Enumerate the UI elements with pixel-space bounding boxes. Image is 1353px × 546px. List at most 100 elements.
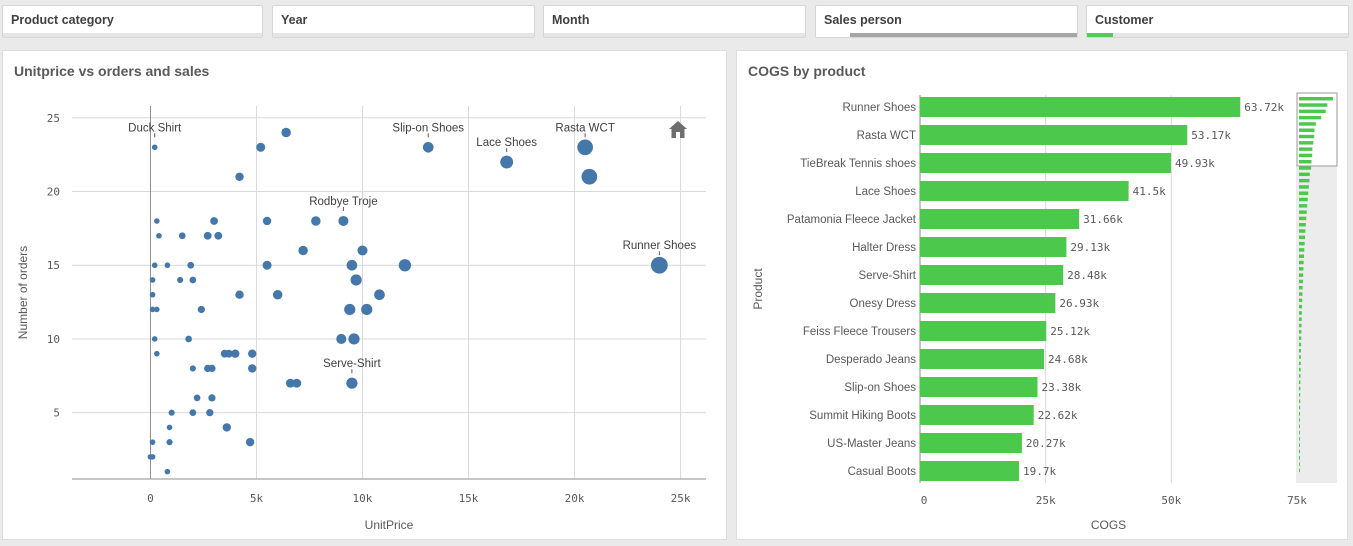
scatter-point bbox=[348, 333, 360, 345]
category-label: Patamonia Fleece Jacket bbox=[787, 214, 917, 226]
category-label: Lace Shoes bbox=[855, 186, 916, 198]
minichart-bar bbox=[1299, 317, 1302, 321]
bar-panel: COGS by product 0 25k 50k 75k Runner Shoes 63… bbox=[736, 50, 1348, 540]
y-axis-title: Product bbox=[751, 268, 765, 310]
scatter-point bbox=[285, 378, 295, 388]
filter-label: Year bbox=[281, 13, 308, 27]
minichart-bar bbox=[1299, 336, 1302, 340]
scatter-panel: Unitprice vs orders and sales 5 10 15 20 25 0… bbox=[2, 50, 727, 540]
minichart-bar bbox=[1299, 399, 1301, 403]
scatter-point bbox=[214, 231, 223, 240]
minichart-bar bbox=[1299, 103, 1328, 107]
scatter-point bbox=[422, 141, 434, 153]
annotation-label: Rasta WCT bbox=[555, 122, 614, 134]
filter-year[interactable]: Year bbox=[272, 5, 535, 38]
filter-fill bbox=[1087, 33, 1114, 37]
filter-track bbox=[850, 33, 1077, 37]
scatter-point bbox=[262, 216, 272, 226]
filter-month[interactable]: Month bbox=[543, 5, 806, 38]
filter-customer[interactable]: Customer bbox=[1086, 5, 1349, 38]
minichart-bar bbox=[1299, 260, 1304, 265]
scatter-point bbox=[147, 454, 154, 460]
minichart-bar bbox=[1299, 160, 1312, 164]
scatter-point bbox=[581, 168, 598, 185]
scatter-point bbox=[336, 333, 347, 344]
scatter-point bbox=[206, 409, 214, 417]
minichart-bar bbox=[1299, 311, 1302, 315]
x-tick-label: 25k bbox=[1036, 494, 1056, 507]
scatter-point bbox=[197, 305, 205, 314]
filter-label: Customer bbox=[1095, 13, 1154, 27]
scatter-chart[interactable]: 5 10 15 20 25 0 5k 10k 15k 20k 25k UnitPrice Number … bbox=[3, 51, 726, 539]
scatter-point bbox=[650, 256, 668, 274]
minichart-bar bbox=[1299, 97, 1333, 101]
scatter-point bbox=[185, 335, 192, 343]
x-axis-title: COGS bbox=[1091, 518, 1126, 532]
scatter-point bbox=[154, 306, 160, 313]
scatter-point bbox=[151, 262, 158, 269]
filter-track bbox=[273, 33, 534, 37]
scatter-point bbox=[187, 261, 195, 269]
scatter-point bbox=[357, 245, 368, 256]
minichart-bar bbox=[1299, 235, 1306, 240]
minichart-bar bbox=[1299, 349, 1301, 353]
minichart-bar bbox=[1299, 456, 1300, 460]
x-tick-label: 20k bbox=[565, 492, 585, 505]
x-axis-title: UnitPrice bbox=[365, 518, 414, 532]
bar bbox=[920, 237, 1067, 257]
bar bbox=[920, 125, 1188, 145]
scatter-point bbox=[344, 303, 356, 316]
bar-value-label: 41.5k bbox=[1133, 185, 1166, 198]
bar-chart[interactable]: 0 25k 50k 75k Runner Shoes 63.72k Rasta WCT 53.… bbox=[737, 51, 1347, 539]
bar-value-label: 28.48k bbox=[1067, 269, 1107, 282]
category-label: Rasta WCT bbox=[857, 130, 916, 142]
minichart-bar bbox=[1299, 361, 1301, 366]
scatter-point bbox=[189, 365, 196, 372]
minichart-bar bbox=[1299, 122, 1316, 126]
scatter-point bbox=[500, 155, 514, 169]
filter-sales-person[interactable]: Sales person bbox=[815, 5, 1078, 38]
minichart-bar bbox=[1299, 367, 1301, 372]
minichart-bar bbox=[1299, 418, 1301, 422]
category-label: Serve-Shirt bbox=[858, 270, 916, 282]
minichart-bar bbox=[1299, 254, 1305, 258]
annotation-label: Serve-Shirt bbox=[323, 358, 381, 370]
category-label: TieBreak Tennis shoes bbox=[800, 158, 916, 170]
scatter-point bbox=[193, 394, 201, 402]
category-label: Runner Shoes bbox=[842, 102, 916, 114]
minichart-bar bbox=[1299, 292, 1303, 296]
bar bbox=[920, 293, 1056, 313]
scatter-point bbox=[248, 364, 257, 373]
minichart-bar bbox=[1299, 248, 1305, 252]
scatter-point bbox=[149, 306, 156, 313]
minichart-scrollbar[interactable] bbox=[1296, 92, 1338, 483]
minichart-bar bbox=[1299, 141, 1314, 145]
scatter-point bbox=[189, 409, 197, 417]
scatter-point bbox=[374, 289, 385, 301]
minichart-bar bbox=[1299, 147, 1313, 151]
scatter-point bbox=[281, 127, 291, 138]
y-tick-label: 15 bbox=[47, 259, 60, 272]
filter-label: Month bbox=[552, 13, 590, 27]
scatter-point bbox=[361, 303, 373, 316]
scatter-point bbox=[311, 216, 321, 226]
scatter-title: Unitprice vs orders and sales bbox=[14, 63, 210, 79]
y-tick-label: 10 bbox=[47, 333, 60, 346]
y-axis-title: Number of orders bbox=[16, 246, 30, 339]
scatter-point bbox=[149, 291, 156, 298]
annotation-label: Rodbye Troje bbox=[309, 196, 377, 208]
bar-value-label: 24.68k bbox=[1048, 353, 1088, 366]
category-label: Onesy Dress bbox=[850, 298, 917, 310]
scatter-point bbox=[164, 262, 171, 269]
scatter-point bbox=[149, 277, 156, 283]
filter-product-category[interactable]: Product category bbox=[2, 5, 263, 38]
scatter-point bbox=[245, 437, 255, 447]
scatter-point bbox=[189, 276, 197, 284]
scatter-point bbox=[154, 350, 160, 357]
scatter-point bbox=[235, 172, 244, 181]
minichart-bar bbox=[1299, 204, 1308, 208]
category-label: US-Master Jeans bbox=[827, 438, 916, 450]
bar bbox=[920, 265, 1064, 285]
home-icon[interactable] bbox=[669, 121, 687, 138]
scatter-point bbox=[346, 259, 358, 271]
